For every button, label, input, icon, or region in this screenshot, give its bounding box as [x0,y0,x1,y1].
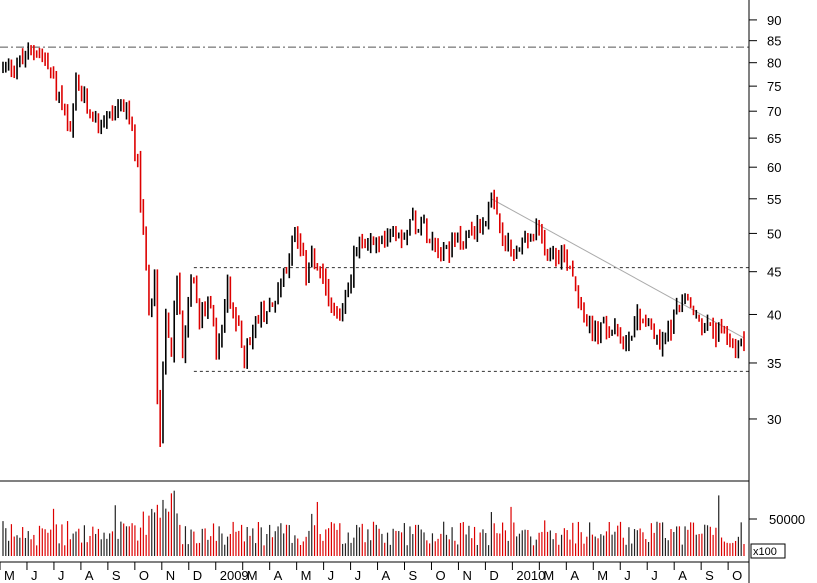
downtrend-line [491,198,745,339]
time-tick-label: O [732,568,742,583]
price-tick-label: 40 [767,307,781,322]
time-tick-label: A [570,568,579,583]
time-tick-label: M [301,568,312,583]
time-tick-label: O [435,568,445,583]
price-tick-label: 45 [767,265,781,280]
price-tick-label: 30 [767,412,781,427]
time-tick-label: M [4,568,15,583]
price-tick-label: 85 [767,34,781,49]
time-tick-label: S [409,568,418,583]
time-tick-label: A [678,568,687,583]
time-tick-label: M [597,568,608,583]
time-tick-label: D [193,568,202,583]
time-tick-label: D [489,568,498,583]
price-tick-label: 75 [767,79,781,94]
volume-bars [2,490,745,556]
price-axis-ticks: 30 35 40 45 50 55 60 65 70 75 80 85 90 [749,13,781,427]
time-tick-label: J [651,568,658,583]
price-tick-label: 70 [767,104,781,119]
price-tick-label: 90 [767,13,781,28]
time-tick-label: N [462,568,471,583]
volume-multiplier-label: x100 [753,546,777,558]
price-tick-label: 55 [767,192,781,207]
time-tick-label: J [355,568,362,583]
time-tick-label: N [166,568,175,583]
volume-multiplier-box [750,543,786,559]
time-tick-label: A [382,568,391,583]
time-tick-label: S [112,568,121,583]
time-tick-label: A [85,568,94,583]
time-tick-label: A [274,568,283,583]
time-tick-label: S [705,568,714,583]
price-tick-label: 50 [767,226,781,241]
price-tick-label: 60 [767,160,781,175]
time-tick-label: 2010 [516,568,545,583]
volume-tick-label: 50000 [769,512,805,527]
price-tick-label: 80 [767,56,781,71]
time-tick-label: O [139,568,149,583]
time-tick-label: M [543,568,554,583]
price-tick-label: 65 [767,131,781,146]
time-tick-label: J [31,568,37,583]
time-tick-label: J [624,568,631,583]
price-candles [2,42,745,447]
time-tick-label: 2009 [220,568,249,583]
time-tick-label: J [328,568,335,583]
price-tick-label: 35 [767,356,781,371]
time-tick-label: J [58,568,64,583]
time-tick-label: M [247,568,258,583]
